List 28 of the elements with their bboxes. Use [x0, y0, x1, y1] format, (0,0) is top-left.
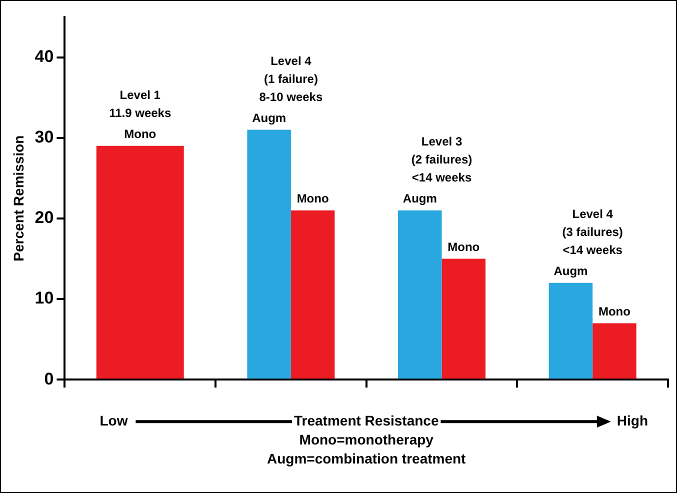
text: Augm — [252, 111, 286, 126]
y-axis-title: Percent Remission — [10, 135, 26, 262]
series-label: Augm — [554, 264, 588, 278]
bar — [247, 130, 291, 379]
annotation: Level 3 (2 failures) <14 weeks — [411, 134, 472, 185]
bar — [442, 258, 486, 379]
bar — [548, 282, 593, 379]
text: Augm=combination treatment — [266, 450, 466, 466]
text: Mono — [598, 304, 630, 319]
y-tick-label: 40 — [34, 46, 54, 66]
series-label: Mono — [296, 192, 329, 206]
text: Mono=monotherapy — [299, 431, 434, 448]
annotation: Level 4 (1 failure) 8-10 weeks — [259, 54, 323, 104]
annotation: Level 1 11.9 weeks — [109, 88, 172, 120]
text: High — [616, 412, 648, 428]
y-tick-label: 0 — [44, 369, 54, 388]
y-tick-label: 30 — [34, 128, 54, 147]
bar — [290, 210, 335, 379]
text: Mono — [124, 127, 156, 142]
text: Augm — [402, 192, 437, 206]
y-tick-label: 20 — [34, 208, 54, 228]
bar — [592, 323, 636, 379]
text: Mono — [448, 240, 480, 254]
y-tick-label: 10 — [34, 288, 54, 308]
x-axis-title: Treatment Resistance — [294, 412, 439, 428]
bar — [398, 210, 442, 379]
text: Low — [100, 412, 128, 428]
annotation: Level 4 (3 failures) <14 weeks — [562, 207, 623, 258]
